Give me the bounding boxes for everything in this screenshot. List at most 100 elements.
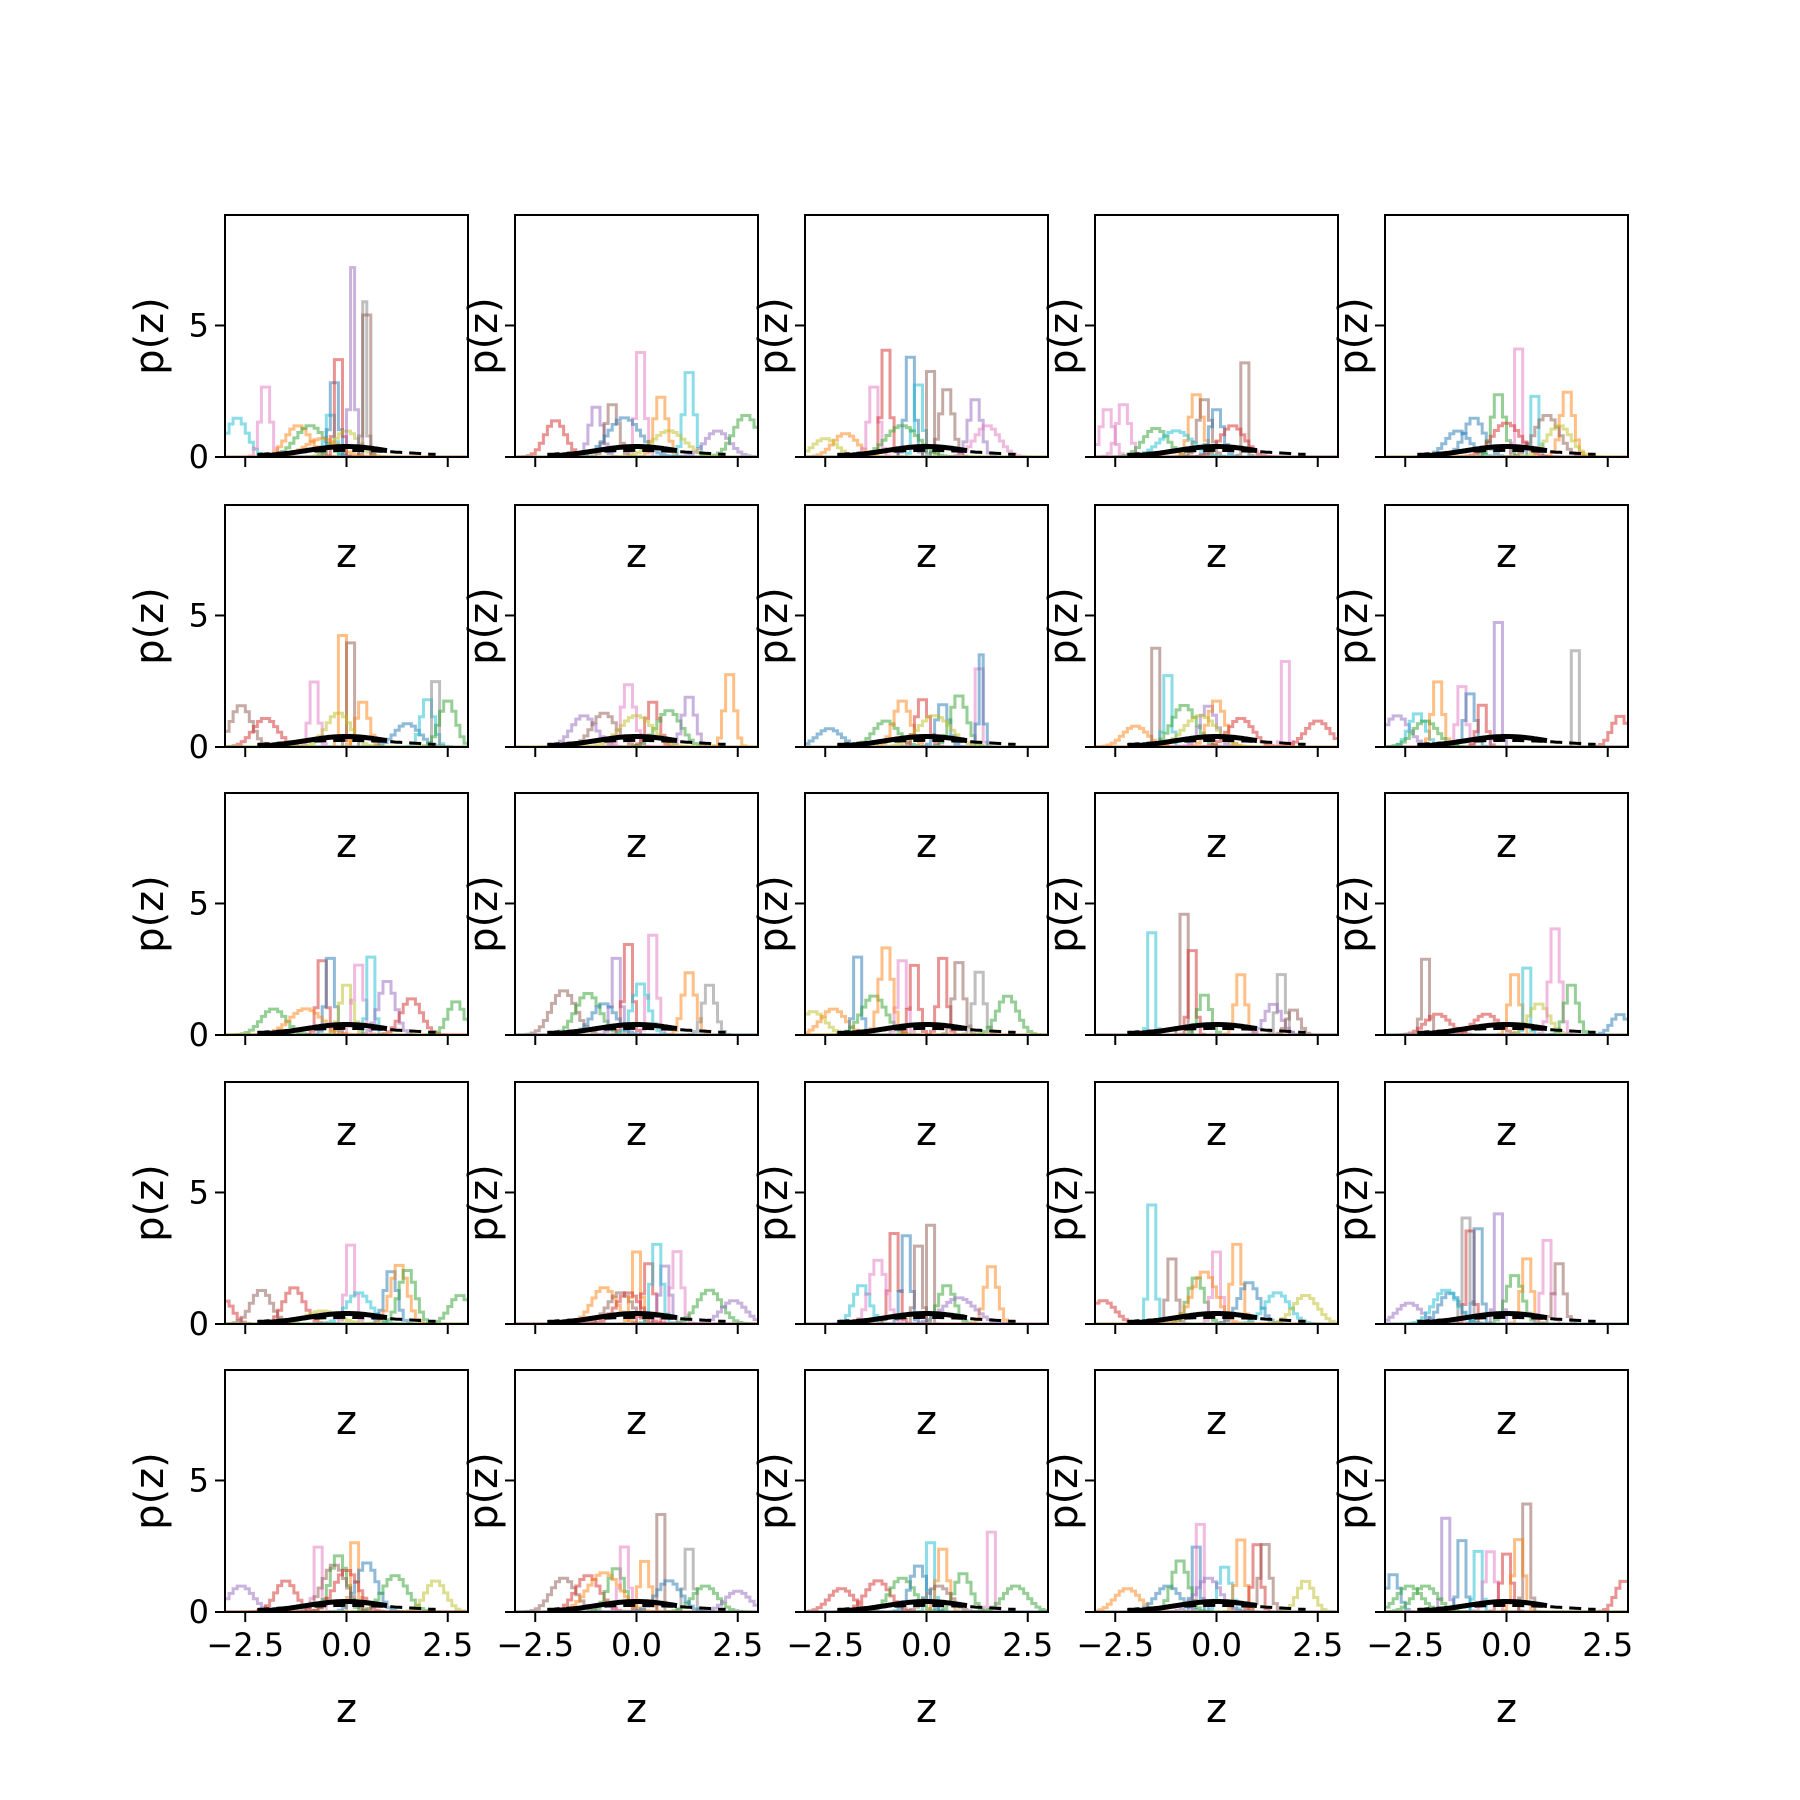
panel-r3-c3: z p(z) (1041, 1081, 1339, 1444)
reference-curve-dashed (1417, 448, 1596, 456)
histogram-series-0 (1095, 1587, 1338, 1612)
y-axis-label: p(z) (127, 1164, 173, 1242)
x-axis-label: z (336, 1109, 357, 1155)
panel-r1-c4: z p(z) (1331, 504, 1629, 867)
x-tick-label: 0.0 (901, 1626, 952, 1664)
reference-curve-dashed (547, 448, 726, 456)
x-tick-label: −2.5 (206, 1626, 284, 1664)
x-tick-label: 2.5 (1002, 1626, 1053, 1664)
plot-area (1095, 646, 1338, 747)
reference-curve-dashed (1127, 1026, 1306, 1034)
histogram-series-4 (1095, 1565, 1338, 1612)
histogram-series-4 (1095, 704, 1338, 747)
y-tick-label: 0 (189, 1016, 209, 1054)
histogram-series-7 (1095, 1008, 1338, 1035)
histogram-series-0 (225, 1584, 468, 1612)
panel-r4-c2: −2.5 0.0 2.5 z p(z) (751, 1369, 1053, 1732)
histogram-series-7 (225, 1579, 468, 1612)
histogram-series-1 (225, 385, 468, 457)
plot-area (805, 946, 1048, 1035)
histogram-series-0 (225, 416, 468, 457)
x-axis-label: z (916, 531, 937, 577)
histogram-series-8 (1385, 714, 1628, 747)
x-tick-label: 0.0 (321, 1626, 372, 1664)
reference-curve-dashed (1127, 448, 1306, 456)
plot-area (225, 266, 468, 457)
panel-r0-c2: z p(z) (751, 214, 1049, 577)
plot-area (1095, 912, 1338, 1035)
panel-r0-c4: z p(z) (1331, 214, 1629, 577)
panel-r1-c0: 0 5 z p(z) (127, 504, 469, 867)
histogram-series-6 (515, 673, 758, 747)
histogram-series-1 (1095, 646, 1338, 747)
reference-curve-dashed (1417, 1603, 1596, 1611)
x-axis-label: z (336, 531, 357, 577)
y-tick-label: 0 (189, 1305, 209, 1343)
x-axis-label: z (336, 1686, 357, 1732)
histogram-series-0 (1095, 1299, 1338, 1324)
panel-r3-c1: z p(z) (461, 1081, 759, 1444)
panel-r2-c4: z p(z) (1331, 792, 1629, 1155)
y-tick-label: 0 (189, 728, 209, 766)
histogram-series-7 (515, 714, 758, 747)
x-axis-label: z (626, 1398, 647, 1444)
histogram-series-8 (1095, 424, 1338, 457)
x-axis-label: z (1496, 1109, 1517, 1155)
x-tick-label: −2.5 (1076, 1626, 1154, 1664)
y-axis-label: p(z) (127, 1452, 173, 1530)
histogram-series-2 (1385, 1012, 1628, 1035)
histogram-series-0 (225, 704, 468, 747)
histogram-series-1 (1385, 712, 1628, 747)
x-tick-label: 2.5 (422, 1626, 473, 1664)
plot-area (1095, 1203, 1338, 1324)
histogram-series-3 (805, 1223, 1048, 1324)
plot-area (515, 351, 758, 457)
histogram-series-3 (805, 698, 1048, 747)
histogram-series-1 (1095, 1203, 1338, 1324)
y-axis-label: p(z) (127, 297, 173, 375)
x-tick-label: 2.5 (1582, 1626, 1633, 1664)
histogram-series-10 (805, 437, 1048, 457)
histogram-series-2 (515, 1567, 758, 1612)
panel-r0-c0: 0 5 z p(z) (127, 214, 469, 577)
y-axis-label: p(z) (127, 875, 173, 953)
x-tick-label: 2.5 (712, 1626, 763, 1664)
plot-area (225, 955, 468, 1035)
panel-r2-c2: z p(z) (751, 792, 1049, 1155)
panel-r1-c1: z p(z) (461, 504, 759, 867)
histogram-series-6 (1385, 1274, 1628, 1324)
plot-area (1095, 361, 1338, 457)
histogram-series-7 (805, 1584, 1048, 1612)
histogram-series-2 (1385, 393, 1628, 457)
histogram-series-5 (1095, 699, 1338, 747)
reference-curve-dashed (837, 1315, 1016, 1323)
x-axis-label: z (1206, 821, 1227, 867)
histogram-series-2 (515, 1250, 758, 1324)
y-axis-label: p(z) (1331, 1452, 1377, 1530)
histogram-series-7 (1385, 421, 1628, 457)
histogram-series-4 (515, 395, 758, 457)
histogram-series-7 (1385, 649, 1628, 747)
plot-area (515, 1513, 758, 1612)
histogram-series-7 (515, 414, 758, 457)
x-axis-label: z (1206, 531, 1227, 577)
histogram-series-3 (225, 983, 468, 1035)
y-axis-label: p(z) (1041, 1164, 1087, 1242)
x-axis-label: z (1496, 531, 1517, 577)
histogram-series-2 (515, 683, 758, 747)
histogram-series-1 (805, 1007, 1048, 1035)
histogram-series-8 (1095, 1294, 1338, 1324)
histogram-series-10 (805, 946, 1048, 1035)
plot-area (225, 1243, 468, 1324)
histogram-series-9 (1095, 1559, 1338, 1612)
histogram-series-8 (805, 714, 1048, 747)
histogram-series-8 (225, 680, 468, 747)
x-axis-label: z (916, 1398, 937, 1444)
y-axis-label: p(z) (127, 587, 173, 665)
histogram-series-10 (225, 711, 468, 747)
plot-area (805, 348, 1048, 457)
histogram-series-0 (1385, 957, 1628, 1035)
x-tick-label: −2.5 (1366, 1626, 1444, 1664)
panel-r1-c2: z p(z) (751, 504, 1049, 867)
histogram-series-1 (1385, 1584, 1628, 1612)
